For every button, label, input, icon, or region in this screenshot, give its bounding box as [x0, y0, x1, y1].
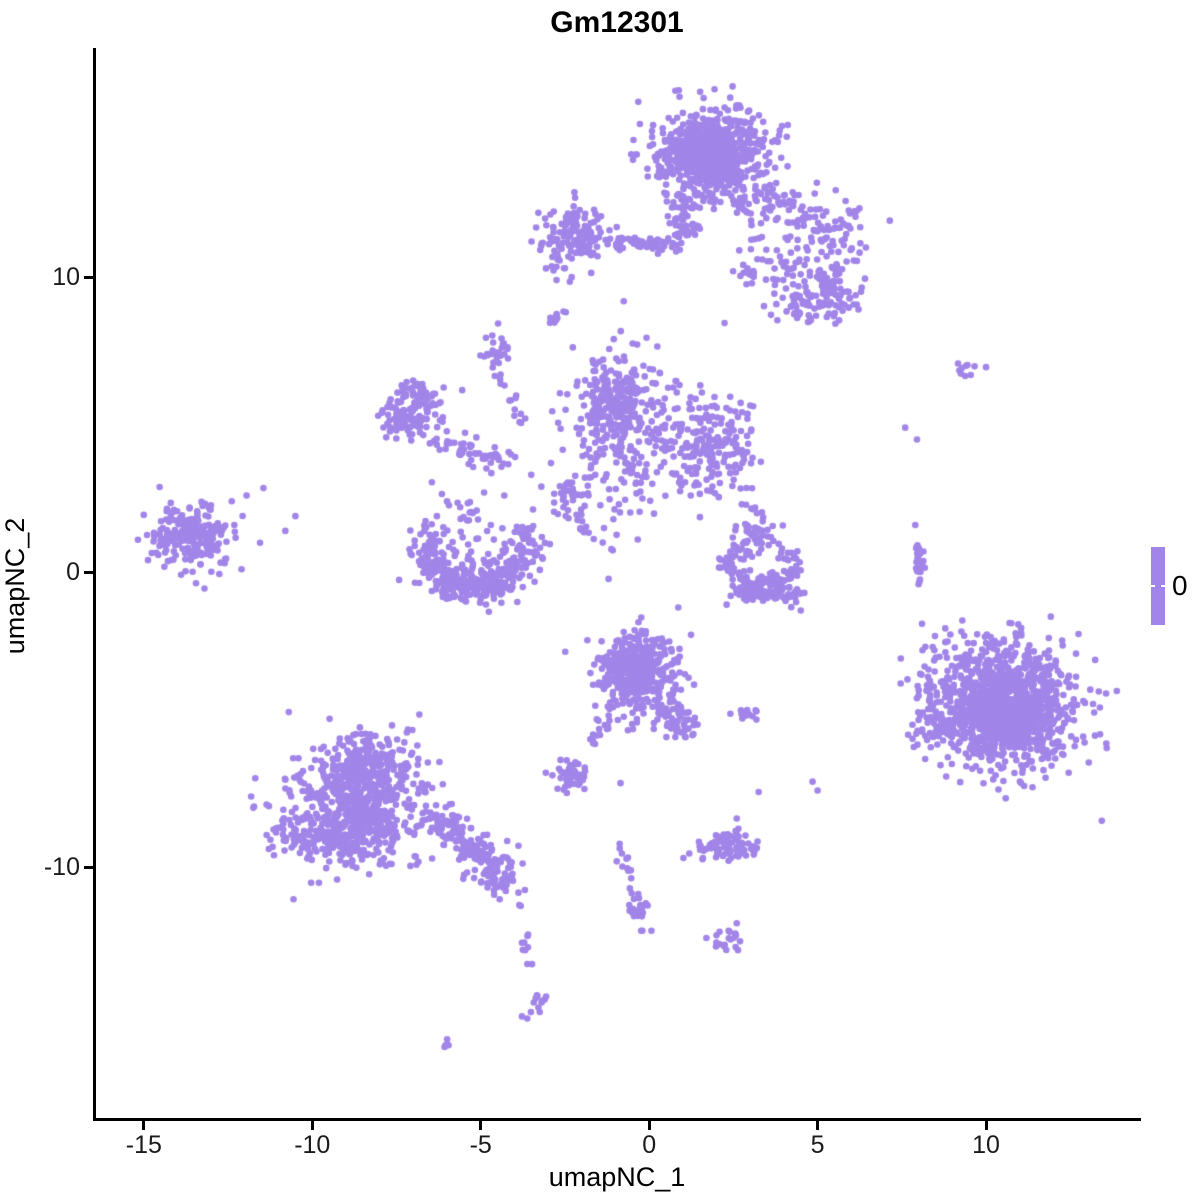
scatter-canvas: [96, 50, 1140, 1118]
x-axis-label: umapNC_1: [548, 1162, 686, 1192]
x-tick-label: 10: [972, 1131, 1000, 1159]
x-tick-mark: [310, 1121, 314, 1130]
x-tick-label: -10: [294, 1131, 331, 1159]
plot-panel: [96, 50, 1140, 1118]
x-tick-mark: [479, 1121, 483, 1130]
x-tick-mark: [647, 1121, 651, 1130]
x-tick-mark: [142, 1121, 146, 1130]
y-tick-mark: [84, 570, 93, 574]
x-tick-label: 5: [810, 1131, 825, 1159]
x-tick-mark: [984, 1121, 988, 1130]
y-tick-mark: [84, 275, 93, 279]
y-tick-label: -10: [43, 853, 80, 882]
legend-tick-left: [1151, 585, 1155, 587]
plot-title: Gm12301: [550, 6, 684, 39]
x-axis-line: [93, 1118, 1141, 1121]
x-tick-label: 0: [642, 1131, 657, 1159]
legend-tick-right: [1161, 585, 1165, 587]
y-tick-label: 10: [52, 263, 80, 292]
x-tick-label: -15: [125, 1131, 162, 1159]
legend-label: 0: [1172, 570, 1188, 601]
x-tick-mark: [816, 1121, 820, 1130]
legend: [1151, 547, 1165, 625]
y-tick-label: 0: [66, 558, 80, 587]
y-axis-line: [93, 48, 96, 1121]
y-axis-label: umapNC_2: [0, 517, 30, 655]
x-tick-label: -5: [469, 1131, 492, 1159]
legend-colorbar: [1151, 547, 1165, 625]
y-tick-mark: [84, 865, 93, 869]
